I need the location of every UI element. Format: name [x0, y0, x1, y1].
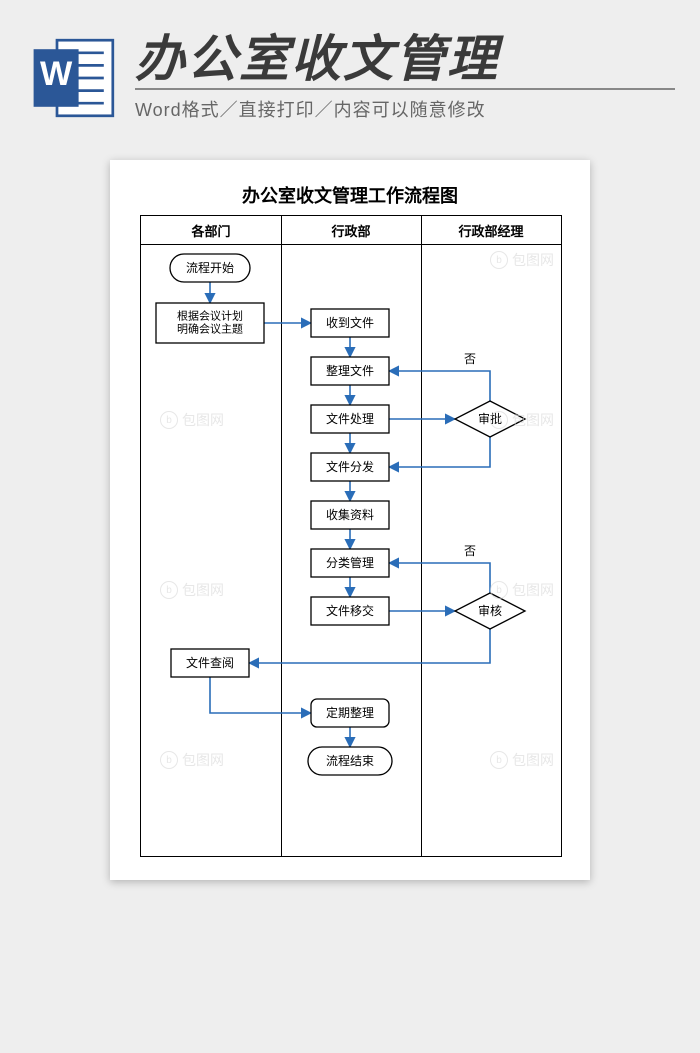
node-start: 流程开始	[170, 254, 250, 282]
svg-text:定期整理: 定期整理	[326, 705, 374, 720]
banner-subtitle: Word格式／直接打印／内容可以随意修改	[135, 96, 700, 122]
svg-text:收到文件: 收到文件	[326, 315, 374, 330]
svg-text:收集资料: 收集资料	[326, 507, 374, 522]
edge-approve2-classify	[389, 563, 490, 593]
lane-header-admin: 行政部	[281, 216, 421, 245]
svg-text:整理文件: 整理文件	[326, 363, 374, 378]
svg-text:流程开始: 流程开始	[186, 260, 234, 275]
lane-header-manager: 行政部经理	[421, 216, 561, 245]
edge-label-approve2-classify: 否	[464, 544, 476, 558]
banner-title: 办公室收文管理	[135, 34, 700, 84]
node-dist: 文件分发	[311, 453, 389, 481]
svg-text:审批: 审批	[478, 411, 502, 426]
node-transfer: 文件移交	[311, 597, 389, 625]
node-plan: 根据会议计划明确会议主题	[156, 303, 264, 343]
svg-text:流程结束: 流程结束	[326, 753, 374, 768]
node-periodic: 定期整理	[311, 699, 389, 727]
node-end: 流程结束	[308, 747, 392, 775]
svg-text:文件分发: 文件分发	[326, 459, 374, 474]
svg-text:审核: 审核	[478, 603, 502, 618]
banner-text: 办公室收文管理 Word格式／直接打印／内容可以随意修改	[135, 34, 700, 122]
svg-text:根据会议计划: 根据会议计划	[177, 309, 243, 323]
svg-text:文件处理: 文件处理	[326, 411, 374, 426]
svg-text:明确会议主题: 明确会议主题	[177, 323, 243, 336]
edge-approve1-sort	[389, 371, 490, 401]
word-icon: W	[30, 33, 120, 123]
flowchart-svg: 流程开始根据会议计划明确会议主题 收到文件整理文件文件处理文件分发收集资料分类管理…	[140, 243, 560, 855]
page-title: 办公室收文管理工作流程图	[110, 182, 590, 208]
banner-rule	[135, 88, 675, 90]
node-approve1: 审批	[455, 401, 525, 437]
svg-text:W: W	[40, 55, 73, 93]
edge-label-approve1-sort: 否	[464, 352, 476, 366]
node-lookup: 文件查阅	[171, 649, 249, 677]
node-sort: 整理文件	[311, 357, 389, 385]
edge-lookup-periodic	[210, 677, 311, 713]
document-page: 办公室收文管理工作流程图 各部门 行政部 行政部经理 流程开始根据会议计划明确会…	[110, 160, 590, 880]
node-classify: 分类管理	[311, 549, 389, 577]
header-banner: W 办公室收文管理 Word格式／直接打印／内容可以随意修改	[0, 30, 700, 125]
node-proc: 文件处理	[311, 405, 389, 433]
lane-header-depts: 各部门	[141, 216, 281, 245]
svg-text:文件移交: 文件移交	[326, 603, 374, 618]
node-collect: 收集资料	[311, 501, 389, 529]
node-approve2: 审核	[455, 593, 525, 629]
svg-text:分类管理: 分类管理	[326, 555, 374, 570]
svg-text:文件查阅: 文件查阅	[186, 655, 234, 670]
node-recv: 收到文件	[311, 309, 389, 337]
edge-approve1-dist	[389, 437, 490, 467]
edge-approve2-lookup	[249, 629, 490, 663]
